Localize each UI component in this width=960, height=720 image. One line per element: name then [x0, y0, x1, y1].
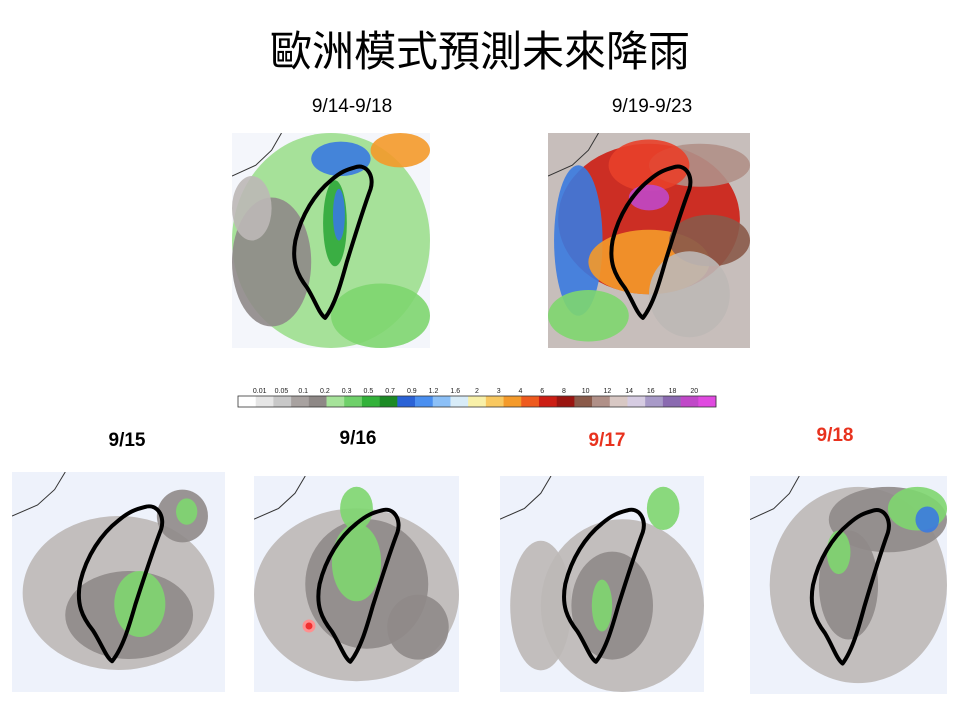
day-label: 9/18 [816, 425, 854, 446]
marker [302, 619, 316, 633]
rain-area [370, 133, 430, 168]
colorbar-swatch [538, 396, 557, 407]
colorbar-label: 0.5 [363, 388, 373, 395]
coastline [562, 507, 646, 664]
rain-area [331, 523, 382, 602]
colorbar-swatch [255, 396, 274, 407]
china-coast [500, 476, 552, 520]
colorbar-swatch [273, 396, 292, 407]
colorbar-label: 0.7 [385, 388, 395, 395]
coastline [292, 164, 374, 320]
colorbar-swatch [645, 396, 664, 407]
rain-map [548, 133, 750, 348]
day-label: 9/15 [108, 430, 146, 451]
colorbar-label: 3 [497, 388, 501, 395]
colorbar-swatch [574, 396, 593, 407]
rain-area [332, 188, 345, 241]
coastline [316, 507, 401, 664]
rain-area [114, 571, 166, 637]
colorbar-swatch [397, 396, 416, 407]
colorbar-label: 20 [690, 388, 698, 395]
colorbar-label: 14 [625, 388, 633, 395]
colorbar-label: 1.6 [450, 388, 460, 395]
rain-area [232, 176, 272, 241]
china-coast [548, 133, 599, 177]
colorbar-label: 8 [562, 388, 566, 395]
rain-map [232, 133, 430, 348]
colorbar-label: 6 [540, 388, 544, 395]
rain-map [254, 476, 459, 692]
colorbar-label: 10 [582, 388, 590, 395]
rain-area [548, 289, 629, 342]
colorbar-swatch [361, 396, 380, 407]
colorbar-label: 12 [603, 388, 611, 395]
colorbar-label: 0.9 [407, 388, 417, 395]
colorbar-swatch [238, 396, 257, 407]
colorbar-swatch [291, 396, 310, 407]
china-coast [750, 476, 800, 521]
colorbar-swatch [521, 396, 540, 407]
slide-title: 歐洲模式預測未來降雨 [269, 30, 690, 76]
colorbar-frame [237, 395, 717, 408]
colorbar-swatch [308, 396, 327, 407]
rain-area [826, 530, 851, 575]
colorbar-label: 0.05 [275, 388, 289, 395]
colorbar-swatch [326, 396, 345, 407]
colorbar-swatch [468, 396, 487, 407]
rain-area [646, 486, 680, 530]
rain-area [915, 506, 940, 533]
day-label: 9/16 [339, 428, 377, 449]
rain-map [750, 476, 947, 694]
colorbar-swatch [609, 396, 628, 407]
colorbar-swatch [592, 396, 611, 407]
rain-area [591, 579, 613, 632]
rain-area [608, 139, 690, 192]
colorbar-swatch [379, 396, 398, 407]
colorbar: 0.01 0.05 0.1 0.2 0.3 0.5 0.7 0.9 1.2 1.6 2 3 4 6 8 10 1… [237, 388, 717, 408]
coastline [809, 508, 891, 666]
colorbar-label: 2 [475, 388, 479, 395]
colorbar-swatch [680, 396, 699, 407]
china-coast [232, 133, 282, 177]
rain-area [649, 251, 730, 338]
colorbar-label: 18 [669, 388, 677, 395]
rain-area [331, 283, 430, 348]
colorbar-swatch [450, 396, 469, 407]
colorbar-label: 4 [519, 388, 523, 395]
colorbar-label: 0.01 [253, 388, 267, 395]
coastline [76, 504, 165, 664]
china-coast [254, 476, 306, 520]
colorbar-swatch [556, 396, 575, 407]
rain-area [554, 165, 603, 316]
period-label: 9/19-9/23 [611, 96, 693, 117]
rain-area [176, 498, 198, 525]
colorbar-swatch [415, 396, 434, 407]
colorbar-label: 0.2 [320, 388, 330, 395]
colorbar-swatch [503, 396, 522, 407]
coastline [609, 164, 693, 320]
rain-map [500, 476, 704, 692]
rain-area [571, 551, 653, 660]
colorbar-swatch [627, 396, 646, 407]
colorbar-swatch [344, 396, 363, 407]
rain-map [12, 472, 225, 692]
colorbar-swatch [485, 396, 504, 407]
colorbar-label: 0.1 [298, 388, 308, 395]
colorbar-swatch [662, 396, 681, 407]
colorbar-label: 0.3 [342, 388, 352, 395]
day-label: 9/17 [588, 430, 626, 451]
rain-area [387, 594, 449, 660]
rain-area [510, 540, 572, 671]
period-label: 9/14-9/18 [311, 96, 393, 117]
china-coast [12, 472, 66, 517]
colorbar-swatch [698, 396, 717, 407]
colorbar-swatch [432, 396, 451, 407]
colorbar-label: 16 [647, 388, 655, 395]
colorbar-label: 1.2 [429, 388, 439, 395]
